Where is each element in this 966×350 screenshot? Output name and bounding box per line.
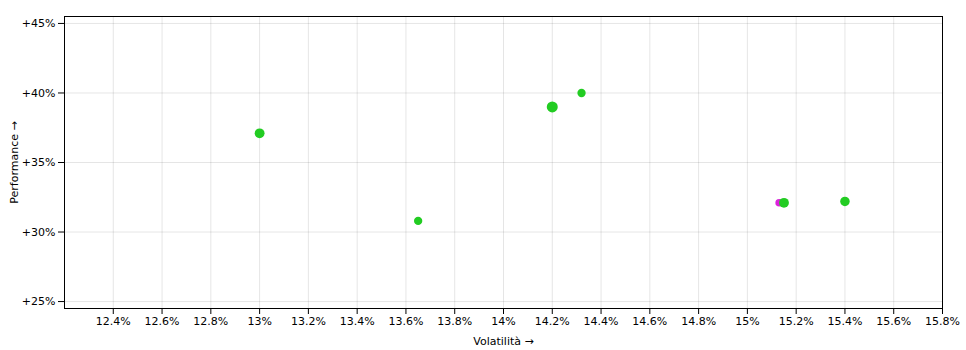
svg-text:15.2%: 15.2% <box>779 315 814 328</box>
svg-text:14.4%: 14.4% <box>584 315 619 328</box>
svg-text:14.6%: 14.6% <box>632 315 667 328</box>
svg-text:14.8%: 14.8% <box>681 315 716 328</box>
svg-text:12.4%: 12.4% <box>96 315 131 328</box>
svg-text:13%: 13% <box>247 315 271 328</box>
svg-text:14.2%: 14.2% <box>535 315 570 328</box>
svg-text:+45%: +45% <box>22 17 56 30</box>
svg-text:+35%: +35% <box>22 156 56 169</box>
svg-text:13.6%: 13.6% <box>388 315 423 328</box>
svg-text:15.8%: 15.8% <box>925 315 960 328</box>
svg-text:15.4%: 15.4% <box>827 315 862 328</box>
svg-text:12.6%: 12.6% <box>145 315 180 328</box>
svg-text:13.2%: 13.2% <box>291 315 326 328</box>
svg-text:+30%: +30% <box>22 226 56 239</box>
svg-text:15.6%: 15.6% <box>876 315 911 328</box>
svg-text:12.8%: 12.8% <box>193 315 228 328</box>
svg-text:13.8%: 13.8% <box>437 315 472 328</box>
svg-text:14%: 14% <box>491 315 515 328</box>
svg-text:Volatilità →: Volatilità → <box>473 335 533 348</box>
svg-text:15%: 15% <box>735 315 759 328</box>
svg-text:13.4%: 13.4% <box>340 315 375 328</box>
svg-text:Performance →: Performance → <box>8 121 21 203</box>
svg-text:+40%: +40% <box>22 86 56 99</box>
svg-text:+25%: +25% <box>22 295 56 308</box>
